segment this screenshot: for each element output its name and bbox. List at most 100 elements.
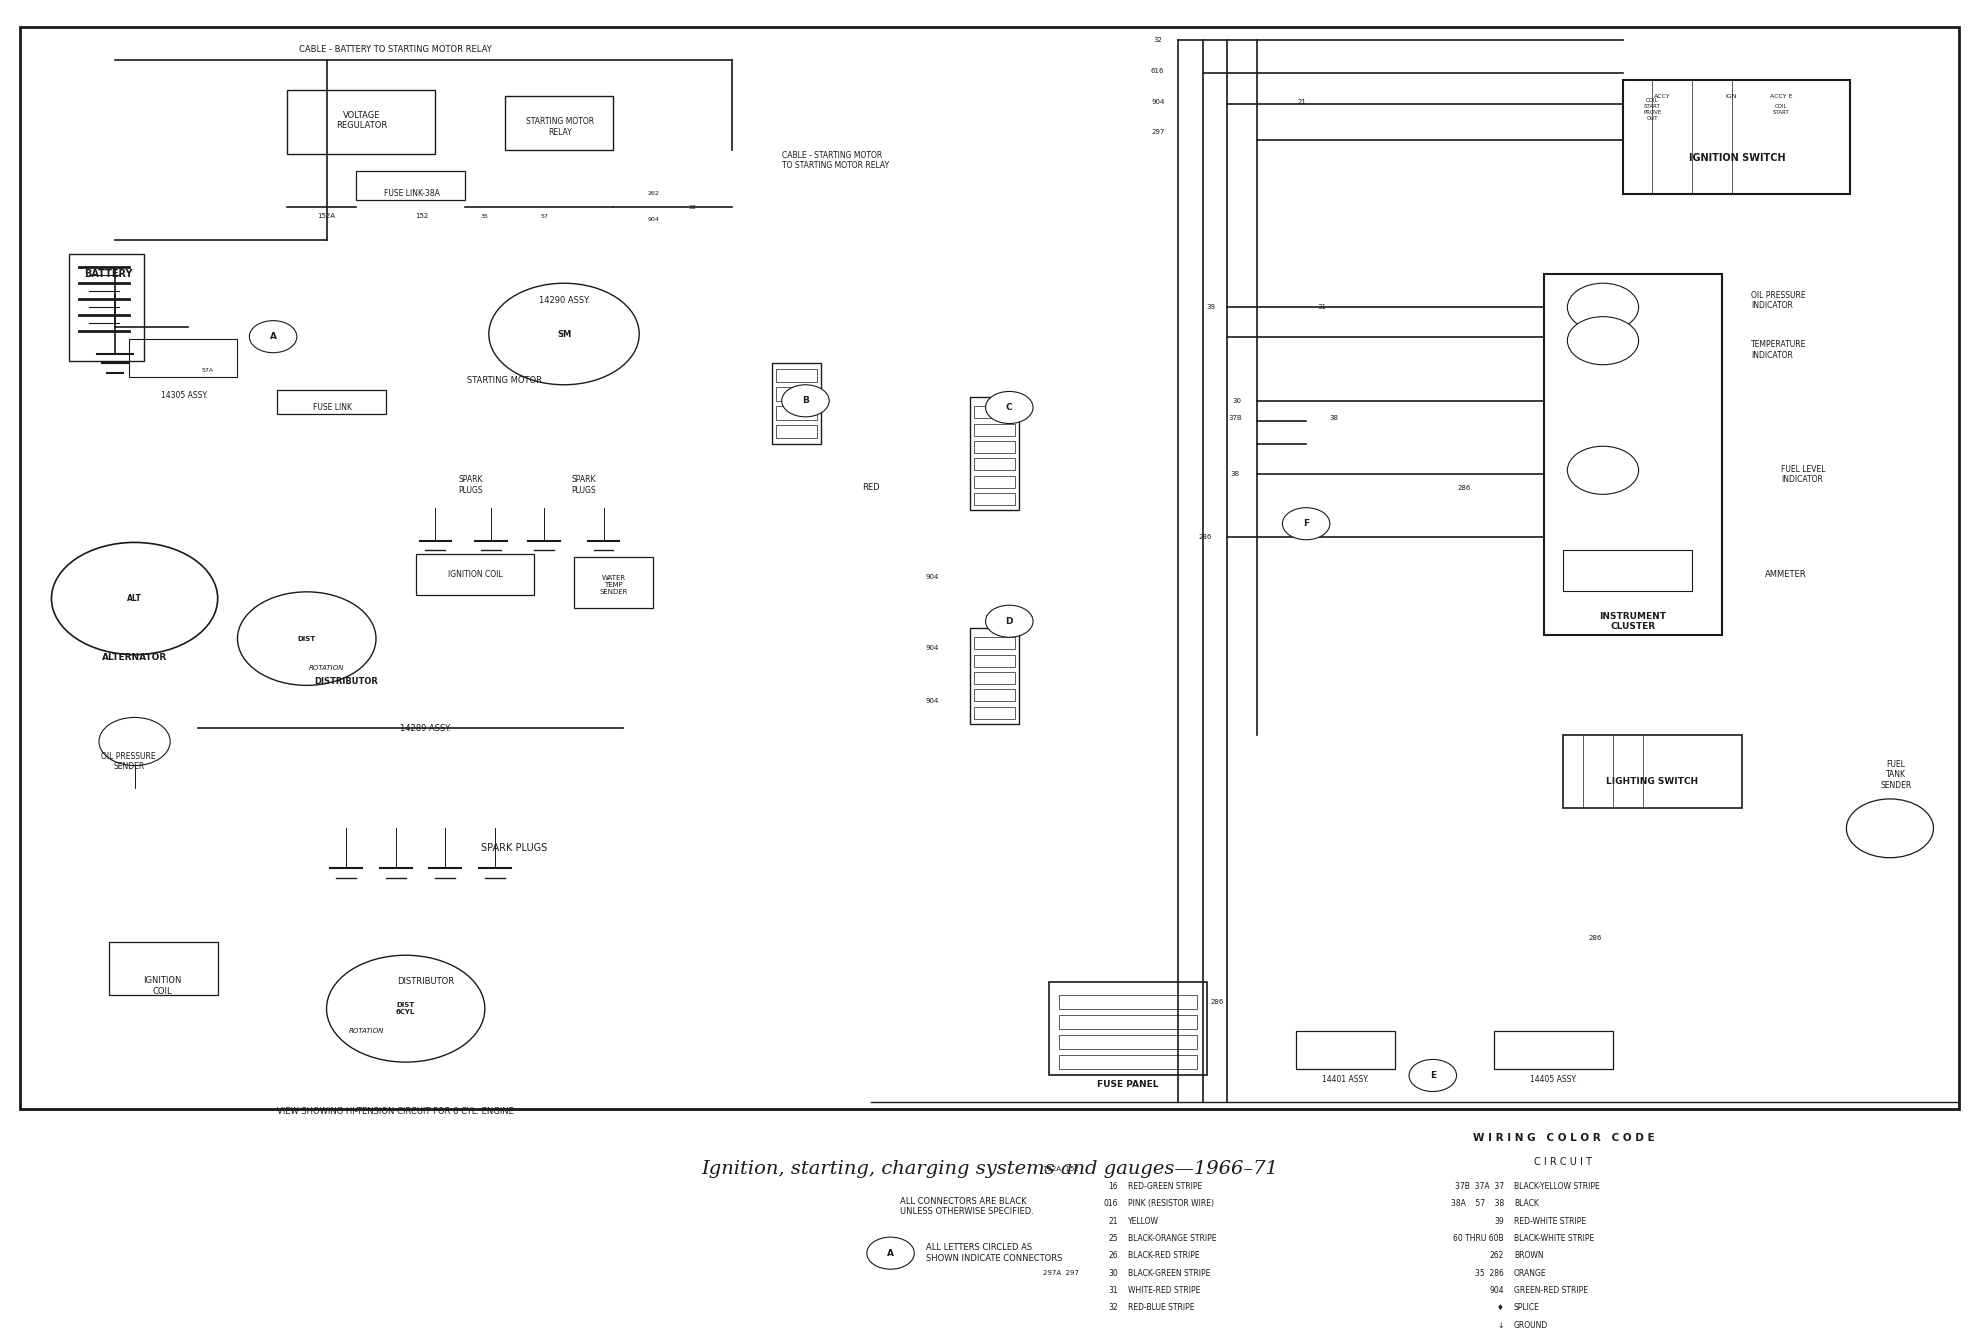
Text: 262: 262 (1490, 1252, 1504, 1260)
Text: FUEL LEVEL
INDICATOR: FUEL LEVEL INDICATOR (1781, 465, 1825, 484)
Text: ALL CONNECTORS ARE BLACK
UNLESS OTHERWISE SPECIFIED.: ALL CONNECTORS ARE BLACK UNLESS OTHERWIS… (900, 1197, 1035, 1216)
Text: COIL
START
PROVE
OUT: COIL START PROVE OUT (1643, 99, 1662, 120)
Bar (1623, 80, 1850, 194)
Circle shape (1409, 1059, 1457, 1092)
Bar (505, 96, 613, 150)
Circle shape (99, 717, 170, 766)
Circle shape (986, 391, 1033, 424)
Text: 904: 904 (1490, 1287, 1504, 1295)
Text: 38: 38 (1330, 415, 1338, 421)
Text: F: F (1302, 520, 1310, 528)
Text: BLACK-GREEN STRIPE: BLACK-GREEN STRIPE (1128, 1269, 1211, 1277)
Text: 38: 38 (1231, 472, 1239, 477)
Text: CABLE - STARTING MOTOR
TO STARTING MOTOR RELAY: CABLE - STARTING MOTOR TO STARTING MOTOR… (782, 151, 889, 170)
Text: FUSE LINK-38A: FUSE LINK-38A (384, 190, 439, 198)
Text: DISTRIBUTOR: DISTRIBUTOR (315, 677, 378, 685)
Circle shape (1567, 283, 1639, 331)
Text: 14401 ASSY.: 14401 ASSY. (1322, 1075, 1369, 1083)
Text: A: A (887, 1249, 895, 1257)
Text: 286: 286 (1589, 935, 1601, 941)
Text: A: A (269, 333, 277, 341)
Text: 21: 21 (1108, 1217, 1118, 1225)
Text: 31: 31 (1318, 305, 1326, 310)
Text: LIGHTING SWITCH: LIGHTING SWITCH (1607, 778, 1698, 786)
Bar (1296, 1031, 1395, 1069)
Text: B: B (801, 397, 809, 405)
Text: 904: 904 (926, 699, 938, 704)
Text: 904: 904 (1152, 99, 1164, 104)
Text: STARTING MOTOR
RELAY: STARTING MOTOR RELAY (526, 118, 594, 136)
Text: OIL PRESSURE
INDICATOR: OIL PRESSURE INDICATOR (1751, 291, 1807, 310)
Circle shape (249, 321, 297, 353)
Text: 616: 616 (1152, 68, 1164, 73)
Text: ROTATION: ROTATION (309, 665, 344, 671)
Text: AMMETER: AMMETER (1765, 570, 1807, 578)
Circle shape (782, 385, 829, 417)
Text: 16: 16 (1108, 1182, 1118, 1190)
Text: WHITE-RED STRIPE: WHITE-RED STRIPE (1128, 1287, 1201, 1295)
Text: SPLICE: SPLICE (1514, 1304, 1540, 1312)
Text: RED-BLUE STRIPE: RED-BLUE STRIPE (1128, 1304, 1195, 1312)
Text: ACCY: ACCY (1654, 94, 1670, 99)
Text: 262: 262 (647, 191, 659, 196)
Bar (974, 707, 1015, 719)
Text: COIL
START: COIL START (1773, 104, 1789, 115)
Text: ORANGE: ORANGE (1514, 1269, 1546, 1277)
Text: 32: 32 (689, 204, 697, 210)
Text: 38A    57    38: 38A 57 38 (1451, 1200, 1504, 1208)
Text: W I R I N G   C O L O R   C O D E: W I R I N G C O L O R C O D E (1472, 1133, 1654, 1144)
Text: CABLE - BATTERY TO STARTING MOTOR RELAY: CABLE - BATTERY TO STARTING MOTOR RELAY (299, 45, 493, 53)
Text: 14305 ASSY.: 14305 ASSY. (160, 391, 208, 399)
Text: ROTATION: ROTATION (348, 1029, 384, 1034)
Text: IGNITION SWITCH: IGNITION SWITCH (1690, 152, 1785, 163)
Bar (1059, 1015, 1197, 1029)
Text: TEMPERATURE
INDICATOR: TEMPERATURE INDICATOR (1751, 341, 1807, 359)
Text: 37B  37A  37: 37B 37A 37 (1455, 1182, 1504, 1190)
Circle shape (1567, 317, 1639, 365)
Text: 39: 39 (1207, 305, 1215, 310)
Bar (1494, 1031, 1613, 1069)
Bar (1563, 735, 1742, 808)
Text: 57: 57 (540, 214, 548, 219)
Circle shape (51, 542, 218, 655)
Text: YELLOW: YELLOW (1128, 1217, 1160, 1225)
Text: DIST
6CYL: DIST 6CYL (396, 1002, 416, 1015)
Text: PINK (RESISTOR WIRE): PINK (RESISTOR WIRE) (1128, 1200, 1213, 1208)
Text: D: D (1005, 617, 1013, 625)
Text: RED: RED (863, 484, 879, 492)
Text: IGNITION COIL: IGNITION COIL (447, 570, 503, 578)
Text: 016: 016 (1104, 1200, 1118, 1208)
Bar (129, 339, 237, 377)
Text: 904: 904 (647, 216, 659, 222)
Text: BLACK-WHITE STRIPE: BLACK-WHITE STRIPE (1514, 1234, 1595, 1242)
Text: OIL PRESSURE
SENDER: OIL PRESSURE SENDER (101, 752, 156, 771)
Text: RED-GREEN STRIPE: RED-GREEN STRIPE (1128, 1182, 1203, 1190)
Text: BATTERY: BATTERY (85, 269, 133, 279)
Bar (974, 637, 1015, 649)
Bar (1049, 982, 1207, 1075)
Bar (574, 557, 653, 608)
Bar (277, 390, 386, 414)
Text: INSTRUMENT
CLUSTER: INSTRUMENT CLUSTER (1599, 612, 1666, 631)
Text: BLACK-RED STRIPE: BLACK-RED STRIPE (1128, 1252, 1199, 1260)
Bar (1059, 1055, 1197, 1069)
Text: 297A  297: 297A 297 (1043, 1271, 1079, 1276)
Bar (109, 942, 218, 995)
Bar (69, 254, 144, 361)
Circle shape (1846, 799, 1933, 858)
Text: GROUND: GROUND (1514, 1321, 1548, 1329)
Bar (974, 441, 1015, 453)
Text: 14290 ASSY.: 14290 ASSY. (538, 297, 590, 305)
Text: 152A  152: 152A 152 (1043, 1166, 1079, 1172)
Text: VIEW SHOWING HI-TENSION CIRCUIT FOR 6 CYL. ENGINE: VIEW SHOWING HI-TENSION CIRCUIT FOR 6 CY… (277, 1108, 515, 1116)
Circle shape (867, 1237, 914, 1269)
Bar (776, 406, 817, 420)
Text: FUSE PANEL: FUSE PANEL (1096, 1081, 1160, 1089)
Bar (974, 655, 1015, 667)
Text: SPARK
PLUGS: SPARK PLUGS (459, 476, 483, 494)
Text: 286: 286 (1459, 485, 1470, 490)
Circle shape (237, 592, 376, 685)
Text: 14405 ASSY.: 14405 ASSY. (1530, 1075, 1577, 1083)
Text: E: E (1429, 1071, 1437, 1079)
Text: 30: 30 (1108, 1269, 1118, 1277)
